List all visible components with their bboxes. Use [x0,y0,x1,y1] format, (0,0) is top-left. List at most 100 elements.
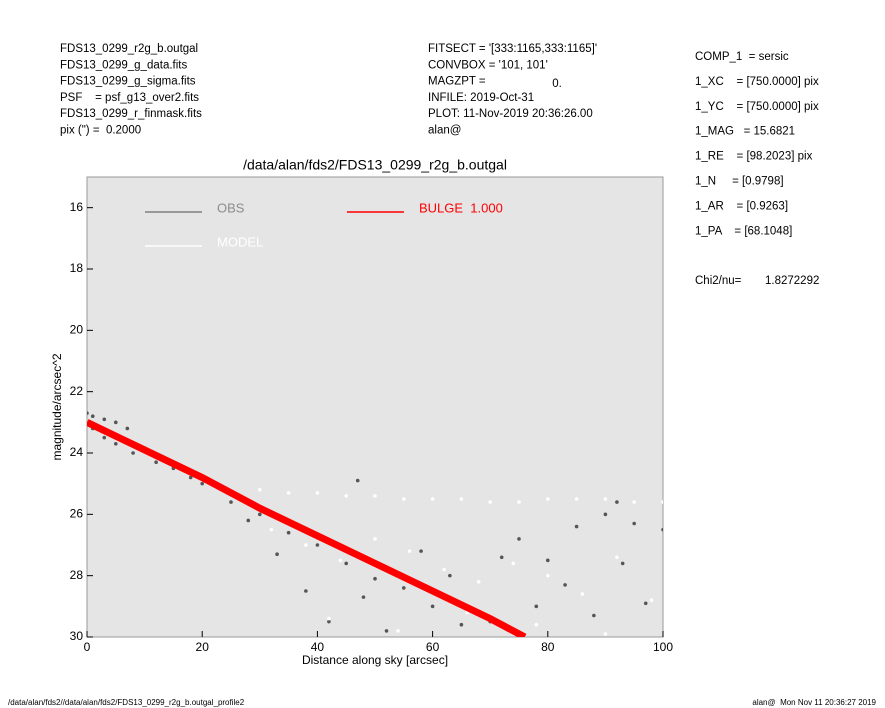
y-tick-label: 28 [70,568,84,582]
data-point [373,494,377,498]
data-point [258,488,262,492]
data-point [615,500,619,504]
data-point [615,555,619,560]
chart-title: /data/alan/fds2/FDS13_0299_r2g_b.outgal [243,157,507,173]
data-point [546,573,550,578]
data-point [603,497,608,501]
data-point [275,552,279,556]
header-middle-line: alan@ [428,125,461,137]
data-point [632,521,636,526]
header-right-line: 1_AR = [0.9263] [695,200,788,212]
data-point [511,561,516,566]
header-middle-line: CONVBOX = '101, 101' [428,59,548,71]
data-point [476,580,481,584]
header-left-line: PSF = psf_g13_over2.fits [60,92,199,104]
data-point [102,435,107,440]
data-point [246,518,251,523]
model-line [87,419,527,637]
data-point [459,622,464,627]
data-point [373,537,377,541]
data-point [649,598,654,602]
x-tick-label: 60 [426,640,440,654]
data-point [90,414,95,419]
data-point [643,601,648,606]
footer-left: /data/alan/fds2//data/alan/fds2/FDS13_02… [8,698,245,707]
data-point [200,481,204,486]
magzpt-value: 0. [552,78,562,90]
data-point [580,592,585,596]
data-point [87,411,89,415]
data-point [661,500,663,504]
data-point [574,524,579,529]
data-point [114,420,118,425]
footer-right: alan@ Mon Nov 11 20:36:27 2019 [752,698,876,707]
data-point [154,460,158,465]
data-point [338,558,343,563]
data-point [419,549,423,553]
data-point [102,417,107,422]
header-right-line: 1_RE = [98.2023] pix [695,151,813,163]
data-point [442,567,446,572]
data-point [603,512,608,517]
data-point [402,586,406,590]
legend-label: BULGE 1.000 [419,200,503,215]
header-right-line: 1_N = [0.9798] [695,176,784,188]
header-right-line: COMP_1 = sersic [695,51,789,63]
y-tick-label: 26 [70,507,84,521]
y-tick-label: 30 [70,629,84,643]
data-point [286,530,291,535]
data-point [258,512,262,517]
data-point [344,561,349,566]
data-point [344,494,349,498]
data-point [430,497,435,501]
data-point [327,619,331,624]
data-point [546,497,550,501]
data-point [304,543,308,547]
data-point [517,537,521,541]
data-point [603,632,608,636]
data-point [131,451,135,455]
data-point [114,442,118,446]
x-tick-label: 100 [653,640,673,654]
data-point [269,527,274,532]
data-point [546,558,550,563]
data-point [384,629,389,633]
header-left-line: FDS13_0299_r2g_b.outgal [60,43,198,55]
header-middle-line: PLOT: 11-Nov-2019 20:36:26.00 [428,108,593,120]
data-point [448,573,452,578]
data-point [574,497,579,501]
data-point [499,555,504,560]
data-point [315,491,320,495]
data-point [327,616,331,621]
data-point [402,497,406,501]
header-left-line: FDS13_0299_g_sigma.fits [60,76,196,88]
data-point [373,576,377,581]
data-point [430,604,435,609]
x-tick-label: 40 [311,640,325,654]
header-right-line: 1_XC = [750.0000] pix [695,76,819,88]
y-tick-label: 16 [70,200,84,214]
header-right-line: 1_MAG = 15.6821 [695,126,795,138]
data-point [563,583,567,587]
header-middle-line: FITSECT = '[333:1165,333:1165]' [428,43,597,55]
data-point [534,604,539,609]
chi2-label: Chi2/nu= [695,275,742,287]
data-point [620,561,625,566]
y-tick-label: 18 [70,261,84,275]
chi2-value: 1.8272292 [765,275,819,287]
data-point [361,595,366,599]
data-point [355,478,360,483]
header-left-line: FDS13_0299_r_finmask.fits [60,108,202,120]
x-tick-label: 80 [541,640,555,654]
data-point [188,475,193,480]
plot-area [87,411,663,637]
header-right-line: 1_YC = [750.0000] pix [695,101,819,113]
header-middle-line: INFILE: 2019-Oct-31 [428,92,534,104]
data-point [286,491,291,495]
data-point [592,613,596,618]
data-point [488,500,493,504]
header-middle-line: MAGZPT = [428,76,486,88]
y-tick-label: 20 [70,323,84,337]
